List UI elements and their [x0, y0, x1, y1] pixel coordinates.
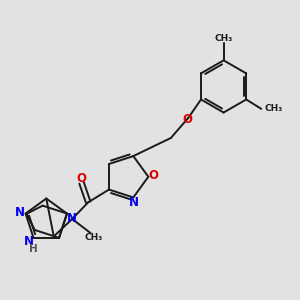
Text: CH₃: CH₃ — [265, 104, 283, 113]
Text: CH₃: CH₃ — [84, 232, 102, 242]
Text: CH₃: CH₃ — [214, 34, 233, 43]
Text: O: O — [148, 169, 158, 182]
Text: N: N — [129, 196, 139, 208]
Text: N: N — [15, 206, 25, 219]
Text: H: H — [29, 244, 38, 254]
Text: N: N — [24, 235, 34, 248]
Text: N: N — [67, 212, 77, 225]
Text: O: O — [76, 172, 86, 185]
Text: O: O — [182, 113, 192, 126]
